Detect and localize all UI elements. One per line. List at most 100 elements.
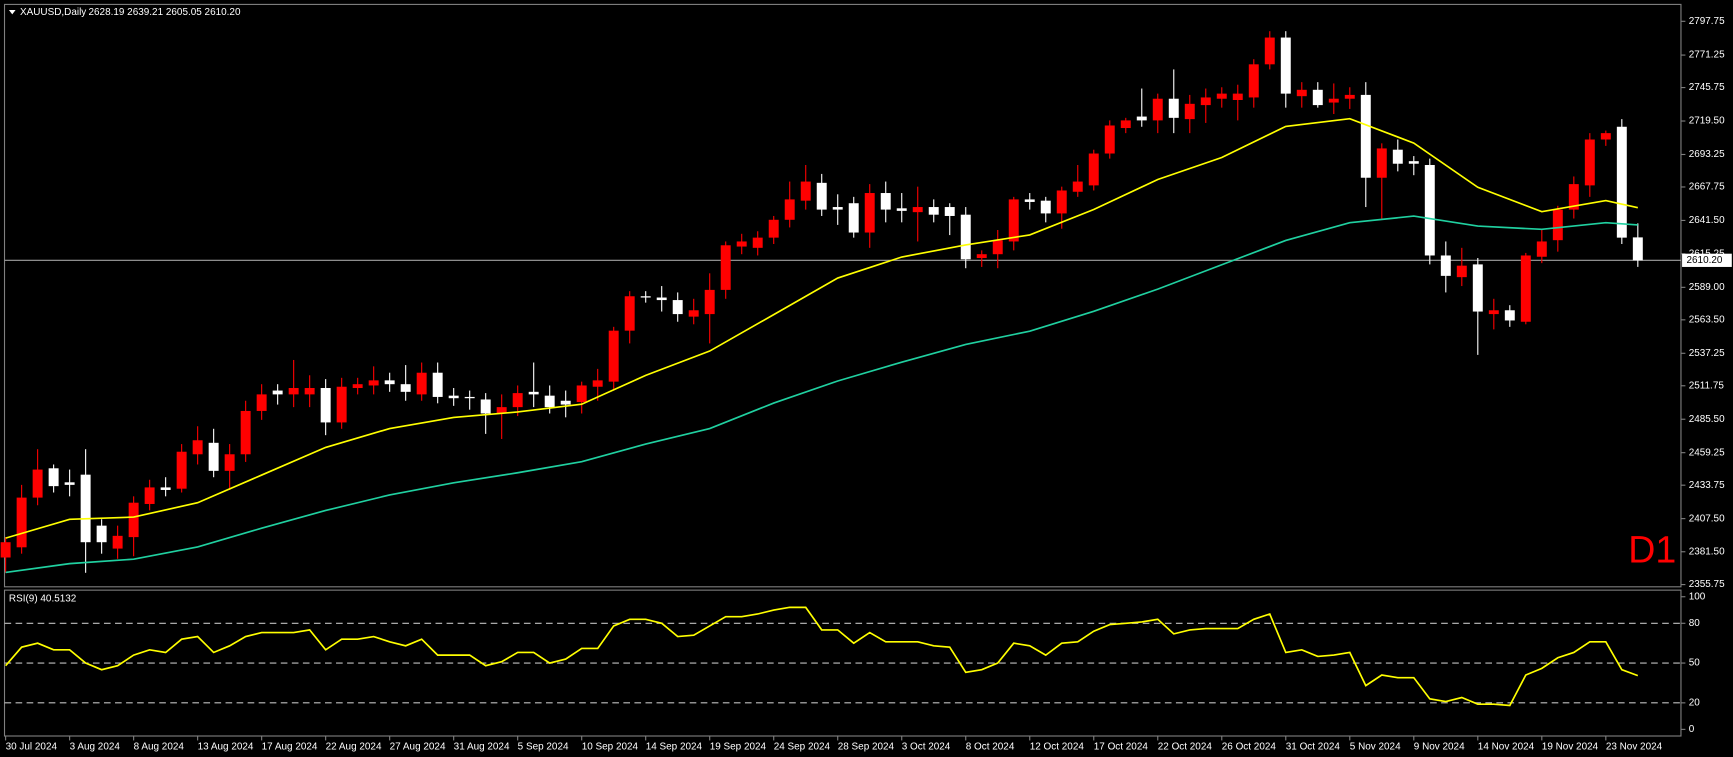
y-tick-label: 2511.75 [1689,380,1725,391]
x-tick-label: 26 Oct 2024 [1222,742,1277,753]
candle-body [32,469,43,498]
x-tick-label: 5 Sep 2024 [518,742,569,753]
timeframe-watermark: D1 [1628,528,1676,570]
candle-body [480,399,491,414]
candle-body [1136,116,1147,121]
candle-body [1408,161,1419,164]
y-tick-label: 2589.00 [1689,282,1725,293]
candle-body [496,407,507,414]
candle-body [256,394,267,411]
main-pane-border [3,3,1682,588]
candle-body [896,208,907,211]
candle-body [1344,94,1355,99]
candle-body [656,297,667,301]
rsi-tick-label: 20 [1689,697,1701,708]
candle-body [1200,97,1211,106]
candle-body [864,193,875,233]
candle-body [1616,126,1627,238]
candle-body [48,468,59,487]
candle-body [1360,94,1371,178]
candle-body [224,454,235,471]
candle-body [176,451,187,489]
candle-body [960,214,971,260]
candle-body [608,330,619,382]
candle-body [688,310,699,317]
candle-body [208,442,219,471]
candle-body [1248,64,1259,98]
candle-body [1072,181,1083,192]
x-tick-label: 12 Oct 2024 [1030,742,1085,753]
candle-body [704,289,715,315]
candle-body [144,487,155,504]
candle-body [1328,98,1339,103]
x-tick-label: 19 Nov 2024 [1542,742,1599,753]
candle-body [544,395,555,408]
candle-body [112,535,123,549]
x-tick-label: 3 Aug 2024 [70,742,121,753]
candle-body [624,296,635,331]
y-tick-label: 2381.50 [1689,546,1725,557]
candle-body [1392,149,1403,164]
rsi-tick-label: 100 [1689,591,1706,602]
candle-body [240,410,251,455]
candle-body [640,296,651,298]
candle-body [1040,200,1051,214]
x-tick-label: 14 Sep 2024 [646,742,703,753]
y-tick-label: 2485.50 [1689,414,1725,425]
candle-body [1280,37,1291,94]
y-tick-label: 2719.50 [1689,116,1725,127]
candle-body [880,193,891,210]
x-tick-label: 31 Aug 2024 [454,742,510,753]
candle-body [816,182,827,210]
y-tick-label: 2693.25 [1689,149,1725,160]
x-tick-label: 24 Sep 2024 [774,742,831,753]
candle-body [1536,241,1547,257]
candle-body [768,219,779,238]
menu-triangle[interactable] [8,9,16,15]
x-tick-label: 22 Oct 2024 [1158,742,1213,753]
price-tag [1682,253,1732,267]
candle-body [1584,139,1595,186]
y-tick-label: 2355.75 [1689,579,1725,590]
moving-average [5,215,1638,574]
y-tick-label: 2459.25 [1689,447,1725,458]
candle-body [976,254,987,259]
candle-body [944,207,955,216]
rsi-tick-label: 80 [1689,618,1701,629]
x-tick-label: 14 Nov 2024 [1478,742,1535,753]
candle-body [752,237,763,248]
candle-body [160,487,171,490]
candle-body [400,384,411,392]
candle-body [1056,190,1067,214]
x-tick-label: 17 Aug 2024 [262,742,318,753]
candle-body [1488,310,1499,315]
candle-body [304,388,315,395]
y-tick-label: 2797.75 [1689,16,1725,27]
x-tick-label: 13 Aug 2024 [198,742,254,753]
candle-body [1264,37,1275,65]
x-tick-label: 5 Nov 2024 [1350,742,1401,753]
y-tick-label: 2641.50 [1689,215,1725,226]
candle-body [64,482,75,485]
x-tick-label: 8 Oct 2024 [966,742,1015,753]
candle-body [848,203,859,233]
candle-body [784,199,795,220]
candle-body [368,380,379,386]
candle-body [464,396,475,399]
candle-body [352,384,363,389]
candle-body [1568,184,1579,210]
candle-body [1376,148,1387,178]
candle-body [1504,310,1515,321]
candle-body [96,525,107,543]
x-tick-label: 23 Nov 2024 [1606,742,1663,753]
candle-body [832,207,843,210]
candle-body [1008,199,1019,242]
candle-body [1216,93,1227,99]
x-tick-label: 3 Oct 2024 [902,742,951,753]
x-tick-label: 19 Sep 2024 [710,742,767,753]
x-tick-label: 10 Sep 2024 [582,742,639,753]
candle-body [1296,89,1307,97]
candle-body [1104,125,1115,154]
candle-body [192,440,203,455]
